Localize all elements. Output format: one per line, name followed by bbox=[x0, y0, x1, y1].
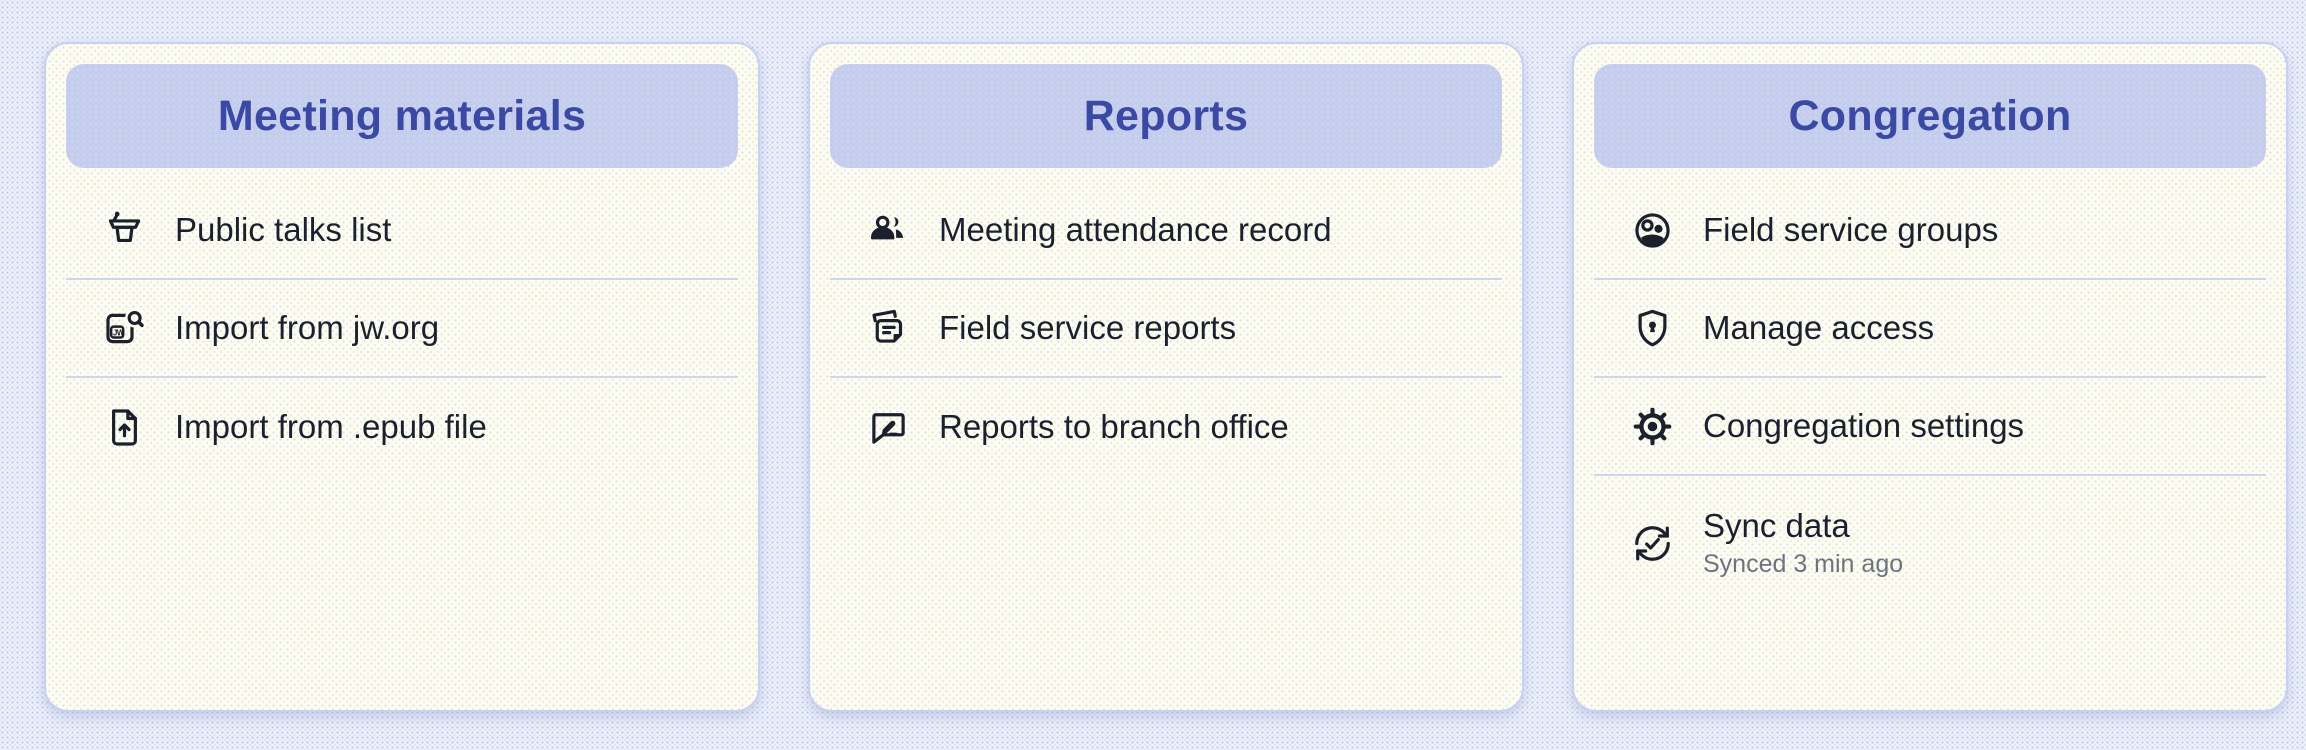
card-header-meeting-materials: Meeting materials bbox=[66, 64, 738, 168]
card-reports: Reports Meeting attendance record Field se… bbox=[808, 42, 1524, 712]
menu-item-label: Import from .epub file bbox=[175, 408, 487, 446]
menu-item-field-service-reports[interactable]: Field service reports bbox=[830, 280, 1502, 378]
menu-item-label: Public talks list bbox=[175, 211, 392, 249]
card-menu: Public talks list JW Import from jw.org Imp… bbox=[66, 182, 738, 476]
menu-item-sync-data[interactable]: Sync data Synced 3 min ago bbox=[1594, 476, 2266, 610]
menu-item-texts: Field service reports bbox=[939, 309, 1236, 347]
shield-lock-icon bbox=[1630, 306, 1675, 351]
menu-item-congregation-settings[interactable]: Congregation settings bbox=[1594, 378, 2266, 476]
menu-item-texts: Reports to branch office bbox=[939, 408, 1289, 446]
menu-item-texts: Sync data Synced 3 min ago bbox=[1703, 507, 1903, 579]
card-title: Reports bbox=[1083, 91, 1249, 140]
sync-icon bbox=[1630, 521, 1675, 566]
card-congregation: Congregation Field service groups Manage a… bbox=[1572, 42, 2288, 712]
gear-icon bbox=[1630, 404, 1675, 449]
file-upload-icon bbox=[102, 405, 147, 450]
menu-item-texts: Field service groups bbox=[1703, 211, 1998, 249]
menu-item-public-talks-list[interactable]: Public talks list bbox=[66, 182, 738, 280]
card-menu: Field service groups Manage access Congreg… bbox=[1594, 182, 2266, 610]
card-header-reports: Reports bbox=[830, 64, 1502, 168]
card-header-congregation: Congregation bbox=[1594, 64, 2266, 168]
menu-item-texts: Import from jw.org bbox=[175, 309, 439, 347]
menu-item-texts: Public talks list bbox=[175, 211, 391, 249]
menu-item-texts: Manage access bbox=[1703, 309, 1934, 347]
menu-item-label: Meeting attendance record bbox=[939, 211, 1332, 249]
lectern-icon bbox=[102, 208, 147, 253]
group-circle-icon bbox=[1630, 208, 1675, 253]
people-icon bbox=[866, 208, 911, 253]
menu-item-label: Reports to branch office bbox=[939, 408, 1289, 446]
menu-item-manage-access[interactable]: Manage access bbox=[1594, 280, 2266, 378]
menu-item-reports-to-branch-office[interactable]: Reports to branch office bbox=[830, 378, 1502, 476]
menu-item-texts: Meeting attendance record bbox=[939, 211, 1332, 249]
menu-item-meeting-attendance-record[interactable]: Meeting attendance record bbox=[830, 182, 1502, 280]
menu-item-subtitle: Synced 3 min ago bbox=[1703, 550, 1904, 579]
menu-item-label: Congregation settings bbox=[1703, 407, 2025, 445]
menu-item-label: Sync data bbox=[1703, 507, 1850, 545]
card-menu: Meeting attendance record Field service r… bbox=[830, 182, 1502, 476]
menu-item-import-from-jw-org[interactable]: JW Import from jw.org bbox=[66, 280, 738, 378]
menu-item-texts: Congregation settings bbox=[1703, 407, 2024, 445]
card-meeting-materials: Meeting materials Public talks list JW Impo… bbox=[44, 42, 760, 712]
menu-item-label: Import from jw.org bbox=[175, 309, 440, 347]
menu-item-label: Field service groups bbox=[1703, 211, 1999, 249]
jw-search-icon: JW bbox=[102, 306, 147, 351]
message-edit-icon bbox=[866, 405, 911, 450]
notes-icon bbox=[866, 306, 911, 351]
svg-text:JW: JW bbox=[113, 328, 125, 337]
card-title: Meeting materials bbox=[217, 91, 587, 140]
card-title: Congregation bbox=[1788, 91, 2072, 140]
menu-item-label: Manage access bbox=[1703, 309, 1935, 347]
menu-item-texts: Import from .epub file bbox=[175, 408, 487, 446]
menu-item-import-from-epub-file[interactable]: Import from .epub file bbox=[66, 378, 738, 476]
menu-item-field-service-groups[interactable]: Field service groups bbox=[1594, 182, 2266, 280]
menu-item-label: Field service reports bbox=[939, 309, 1237, 347]
